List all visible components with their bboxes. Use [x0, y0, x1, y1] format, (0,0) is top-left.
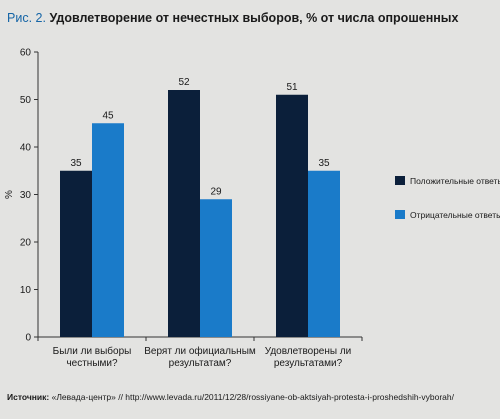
figure-label: Рис. 2.	[7, 11, 46, 25]
bar-positive	[60, 170, 92, 337]
bar-positive	[168, 90, 200, 337]
data-label: 29	[210, 186, 222, 197]
chart-title: Рис. 2. Удовлетворение от нечестных выбо…	[7, 11, 497, 25]
chart-title-text: Удовлетворение от нечестных выборов, % о…	[49, 11, 459, 25]
y-tick-label: 50	[20, 95, 32, 106]
y-tick-label: 0	[25, 333, 31, 344]
chart-legend: Положительные ответы Отрицательные ответы	[395, 176, 500, 220]
bar-positive	[276, 94, 308, 337]
data-label: 35	[318, 158, 330, 169]
data-label: 35	[70, 158, 82, 169]
data-label: 52	[178, 77, 190, 88]
bar-negative	[308, 170, 340, 337]
data-label: 45	[102, 110, 114, 121]
y-tick-label: 30	[20, 190, 32, 201]
legend-swatch	[395, 210, 405, 219]
chart-labels: 35 45 Были ли выборы честными? 52 29 Верят ли …	[53, 77, 352, 369]
y-tick-label: 10	[20, 285, 32, 296]
source-label: Источник:	[7, 392, 50, 402]
y-axis-label: %	[4, 190, 15, 199]
y-tick-label: 40	[20, 143, 32, 154]
data-label: 51	[286, 82, 298, 93]
x-category-label: Были ли выборы честными?	[53, 345, 132, 369]
chart-bars	[60, 90, 340, 337]
source-text: «Левада-центр» // http://www.levada.ru/2…	[51, 392, 454, 402]
y-tick-label: 20	[20, 238, 32, 249]
bar-negative	[92, 123, 124, 337]
x-category-label: Удовлетворены ли результатами?	[265, 346, 352, 369]
source-note: Источник: «Левада-центр» // http://www.l…	[7, 392, 497, 402]
bar-negative	[200, 199, 232, 337]
x-category-label: Верят ли официальным результатам?	[144, 345, 256, 369]
y-tick-label: 60	[20, 48, 32, 59]
legend-swatch	[395, 176, 405, 185]
legend-label: Положительные ответы	[410, 176, 500, 186]
legend-label: Отрицательные ответы	[410, 210, 500, 220]
